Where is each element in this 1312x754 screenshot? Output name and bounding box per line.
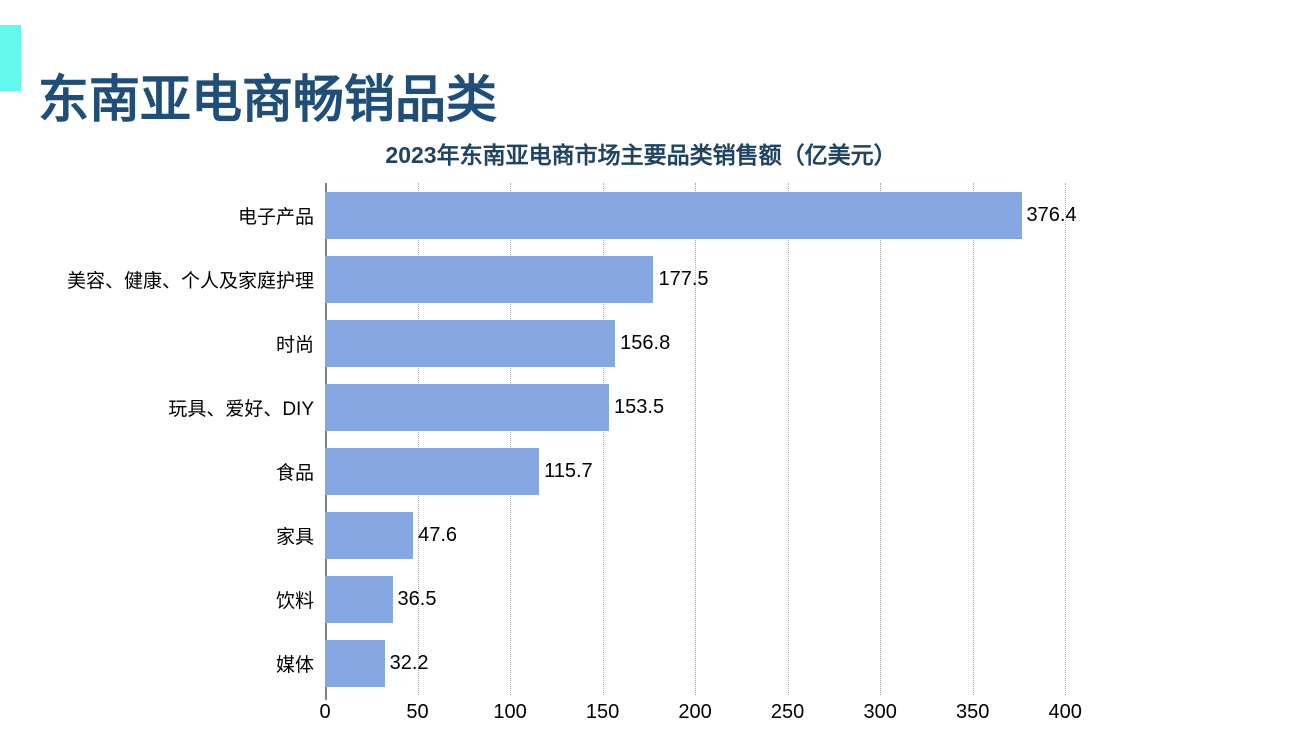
x-tick-label: 400 [1048,701,1082,723]
chart-title: 2023年东南亚电商市场主要品类销售额（亿美元） [385,142,897,168]
value-label: 115.7 [544,459,593,482]
gridline [880,183,882,695]
category-label: 时尚 [275,334,314,356]
value-label: 376.4 [1026,203,1077,226]
category-label: 饮料 [275,590,314,612]
bar-row: 153.5 [325,375,1080,439]
x-tick-label: 0 [319,701,331,723]
bar [325,639,385,687]
x-tick-label: 100 [493,701,527,723]
x-axis-tick-labels: 0 50 100 150 200 250 300 350 400 [319,701,1082,727]
bar-row: 47.6 [325,503,1080,567]
value-label: 36.5 [397,587,437,610]
gridline [1065,183,1067,695]
gridline [972,183,974,695]
x-tick-label: 200 [678,701,712,723]
value-label: 177.5 [658,267,709,290]
category-label: 玩具、爱好、DIY [168,398,314,420]
bar-row: 156.8 [325,311,1080,375]
plot-area: 376.4 177.5 156.8 153.5 115.7 47.6 36.5 32.2 [325,183,1080,700]
bar [325,575,393,623]
gridline [695,183,697,695]
bar-row: 376.4 [325,183,1080,247]
gridline [602,183,604,695]
value-label: 153.5 [614,395,665,418]
bar [325,447,540,495]
gridline [417,183,419,695]
gridline [510,183,512,695]
bar [325,383,610,431]
bar [325,319,616,367]
bar-row: 115.7 [325,439,1080,503]
x-tick-label: 350 [955,701,990,723]
y-axis-line [325,183,327,700]
x-tick-label: 50 [406,701,429,723]
title-accent-block [0,25,21,91]
bar-row: 36.5 [325,567,1080,631]
page-title: 东南亚电商畅销品类 [38,71,498,129]
bar [325,191,1022,239]
bar-row: 32.2 [325,631,1080,695]
bar [325,511,414,559]
category-axis-labels: 电子产品美容、健康、个人及家庭护理时尚玩具、爱好、DIY 食品家具饮料媒体 [66,183,325,695]
category-label: 美容、健康、个人及家庭护理 [66,270,314,292]
x-tick-label: 150 [585,701,620,723]
x-tick-label: 300 [863,701,897,723]
bar [325,255,654,303]
value-label: 156.8 [620,331,671,354]
value-label: 32.2 [389,651,429,674]
bar-chart: 电子产品美容、健康、个人及家庭护理时尚玩具、爱好、DIY 食品家具饮料媒体 376… [66,183,1080,700]
category-label: 家具 [275,526,314,548]
category-label: 媒体 [275,654,314,676]
value-label: 47.6 [418,523,458,546]
gridline [787,183,789,695]
bar-row: 177.5 [325,247,1080,311]
x-tick-label: 250 [770,701,805,723]
category-label: 食品 [275,462,314,484]
category-label: 电子产品 [237,206,314,228]
